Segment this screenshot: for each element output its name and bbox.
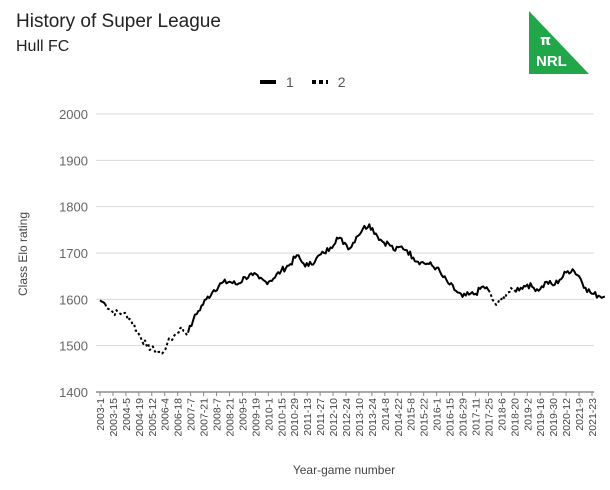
y-tick-label: 1700 [59,246,88,261]
x-tick-label: 2004-5 [121,398,133,431]
x-tick-label: 2011-13 [302,398,314,436]
chart-title: History of Super League [16,11,221,32]
series-line-1 [187,223,490,333]
x-tick-label: 2009-19 [250,398,262,437]
legend-swatch-solid [260,80,276,84]
x-tick-label: 2018-6 [496,398,508,431]
x-tick-label: 2020-12 [561,398,573,437]
legend-label-2: 2 [337,74,346,90]
x-tick-label: 2018-20 [509,398,521,437]
legend-swatch-dotted [311,80,328,84]
y-tick-labels: 1400 1500 1600 1700 1800 1900 2000 [59,107,88,400]
legend-item-1[interactable]: 1 [260,74,294,90]
y-tick-label: 1900 [59,153,88,168]
x-tick-label: 2010-15 [276,398,288,437]
x-tick-label: 2006-4 [160,398,172,431]
x-tick-label: 2005-12 [147,398,159,437]
logo-symbol: π [540,33,551,49]
y-tick-label: 1600 [59,292,88,307]
x-tick-label: 2014-8 [380,398,392,431]
legend-label-1: 1 [286,74,294,90]
legend-item-2[interactable]: 2 [311,74,346,90]
x-tick-label: 2017-11 [470,398,482,436]
nrl-logo: π NRL [529,11,589,74]
x-tick-label: 2013-10 [354,398,366,437]
x-tick-label: 2008-21 [224,398,236,437]
series-line-2 [104,303,189,355]
x-tick-label: 2011-27 [315,398,327,436]
series-line-1 [99,299,106,305]
y-tick-label: 1500 [59,339,88,354]
series-lines [99,223,606,355]
logo-text: NRL [536,53,567,70]
x-tick-label: 2017-25 [483,398,495,437]
x-tick-label: 2016-15 [445,398,457,437]
x-axis-label: Year-game number [293,463,395,477]
y-tick-label: 1400 [59,385,88,400]
x-tick-label: 2016-1 [432,398,444,431]
x-tick-label: 2012-10 [328,398,340,437]
x-tick-label: 2019-30 [548,398,560,437]
x-tick-label: 2007-21 [199,398,211,437]
x-tick-label: 2014-22 [393,398,405,437]
y-tick-label: 1800 [59,200,88,215]
x-tick-label: 2010-29 [289,398,301,437]
y-tick-label: 2000 [59,107,88,122]
x-tick-label: 2013-24 [367,398,379,437]
x-tick-label: 2021-9 [574,398,586,431]
x-tick-label: 2003-1 [95,398,107,431]
x-tick-label: 2009-5 [237,398,249,431]
x-tick-label: 2008-7 [212,398,224,431]
series-line-1 [513,268,606,299]
x-tick-label: 2019-16 [535,398,547,437]
legend: 1 2 [260,73,364,91]
x-tick-label: 2003-15 [108,398,120,437]
x-tick-label: 2015-22 [419,398,431,437]
x-tick-label: 2010-1 [263,398,275,431]
logo-shape [529,11,589,74]
x-tick-label: 2016-29 [458,398,470,437]
chart-subtitle: Hull FC [16,38,70,55]
series-line-2 [487,287,515,306]
x-tick-label: 2015-8 [406,398,418,431]
x-tick-label: 2019-2 [522,398,534,431]
x-tick-label: 2007-7 [186,398,198,431]
y-axis-label: Class Elo rating [16,212,30,296]
x-tick-label: 2006-18 [173,398,185,437]
x-tick-label: 2012-24 [341,398,353,437]
grid-lines [96,113,594,393]
x-tick-label: 2021-23 [587,398,599,437]
x-tick-label: 2004-19 [134,398,146,437]
x-tick-labels: 2003-1 2003-15 2004-5 2004-19 2005-12 2006-4 2… [95,392,599,437]
